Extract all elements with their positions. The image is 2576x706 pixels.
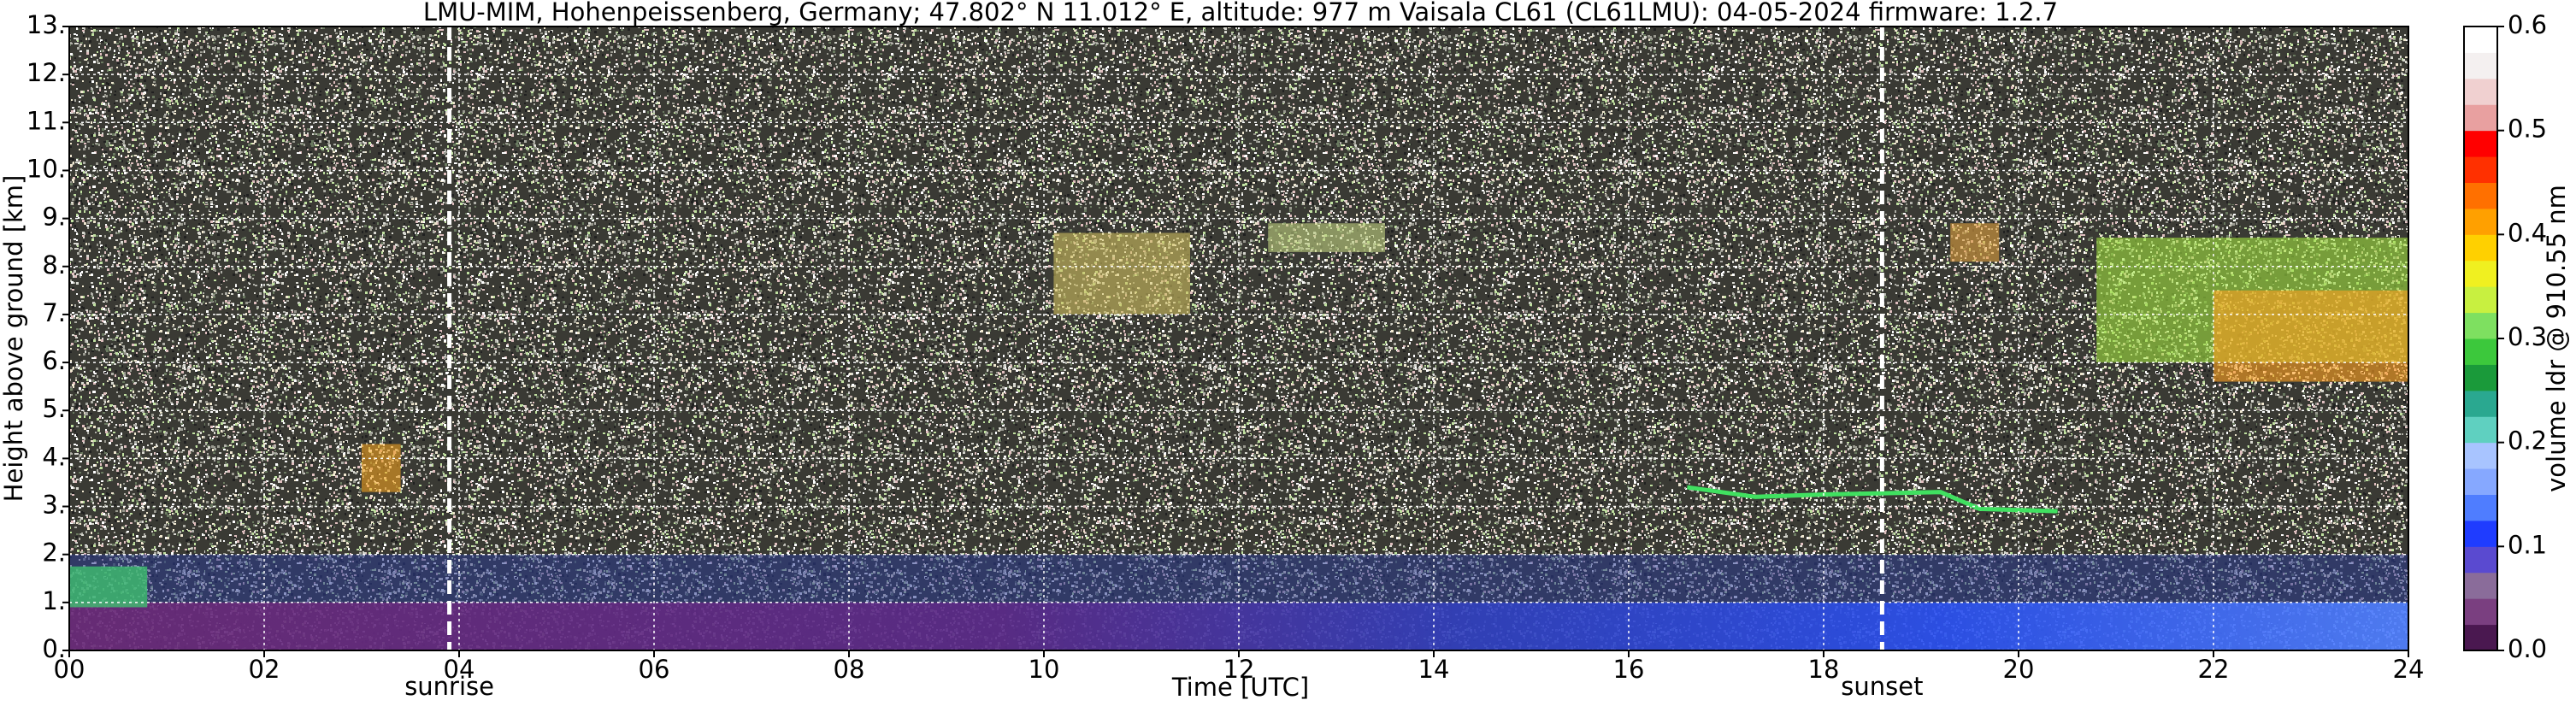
colorbar-segment [2464,52,2497,79]
colorbar-segment [2464,416,2497,444]
cloud-patch [1053,232,1190,315]
y-tick-label: 3. [42,491,66,520]
colorbar-segment [2464,130,2497,157]
annotation-label: sunrise [404,672,494,701]
chart-title: LMU-MIM, Hohenpeissenberg, Germany; 47.8… [423,0,2058,26]
colorbar-segment [2464,572,2497,599]
x-tick-label: 06 [639,655,670,684]
colorbar-segment [2464,182,2497,209]
x-axis-label: Time [UTC] [1171,673,1309,702]
y-axis-label: Height above ground [km] [0,175,28,503]
colorbar-tick-label: 0.6 [2508,10,2547,39]
y-tick-label: 7. [42,298,66,327]
colorbar-segment [2464,156,2497,183]
colorbar-segment [2464,338,2497,365]
colorbar-segment [2464,624,2497,651]
colorbar-tick-label: 0.0 [2508,634,2547,663]
colorbar-segment [2464,104,2497,132]
x-tick-label: 08 [834,655,865,684]
colorbar-segment [2464,494,2497,521]
y-tick-label: 10. [27,154,66,183]
colorbar-segment [2464,390,2497,417]
cloud-patch [362,444,401,492]
y-tick-label: 6. [42,346,66,375]
annotation-label: sunset [1841,672,1923,701]
x-tick-label: 18 [1808,655,1840,684]
y-tick-label: 13. [27,10,66,39]
early-layer [69,566,148,608]
cloud-patch [1268,223,1385,252]
colorbar-segment [2464,286,2497,314]
colorbar-segment [2464,468,2497,495]
colorbar-tick-label: 0.5 [2508,115,2547,144]
colorbar-segment [2464,364,2497,391]
colorbar-segment [2464,234,2497,262]
colorbar-segment [2464,598,2497,626]
x-tick-label: 12 [1223,655,1255,684]
y-tick-label: 8. [42,250,66,279]
cloud-patch [1950,223,2000,262]
y-tick-label: 1. [42,586,66,615]
colorbar-tick-label: 0.3 [2508,322,2547,351]
x-tick-label: 00 [54,655,85,684]
x-tick-label: 02 [249,655,280,684]
y-tick-label: 12. [27,58,66,87]
x-tick-label: 14 [1418,655,1450,684]
x-tick-label: 04 [444,655,475,684]
colorbar-label: volume ldr @ 910.55 nm [2542,185,2571,492]
x-tick-label: 24 [2393,655,2425,684]
colorbar-segment [2464,260,2497,287]
y-tick-label: 5. [42,394,66,423]
colorbar-segment [2464,208,2497,235]
low-cloud-line [1687,485,2058,514]
y-tick-label: 9. [42,203,66,232]
y-tick-label: 0. [42,634,66,663]
x-tick-label: 20 [2003,655,2035,684]
colorbar-tick-label: 0.2 [2508,427,2547,456]
colorbar-segment [2464,78,2497,105]
x-tick-label: 22 [2198,655,2230,684]
y-tick-label: 11. [27,106,66,135]
y-tick-label: 4. [42,442,66,471]
x-tick-label: 10 [1029,655,1060,684]
cloud-patch [2213,290,2408,382]
plot-frame [68,26,2409,651]
colorbar-segment [2464,312,2497,339]
colorbar-tick-label: 0.4 [2508,218,2547,247]
colorbar-segment [2464,520,2497,547]
colorbar-tick-label: 0.1 [2508,530,2547,559]
colorbar-segment [2464,546,2497,574]
y-tick-label: 2. [42,538,66,568]
x-tick-label: 16 [1613,655,1645,684]
colorbar-segment [2464,442,2497,469]
colorbar-segment [2464,26,2497,53]
